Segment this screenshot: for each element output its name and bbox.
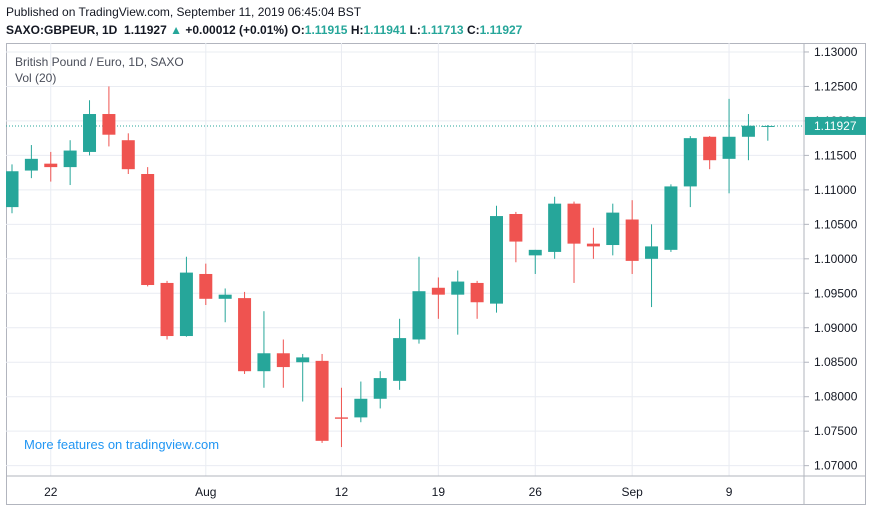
last-price-badge-label: 1.11927 xyxy=(814,119,857,133)
close-value: 1.11927 xyxy=(479,23,523,37)
candle-body-down[interactable] xyxy=(44,163,58,168)
price-tick-label: 1.08000 xyxy=(814,390,858,404)
high-label: H: xyxy=(350,23,364,37)
candle-body-up[interactable] xyxy=(63,150,77,168)
high-value: 1.11941 xyxy=(363,23,407,37)
time-tick-label: 12 xyxy=(335,485,349,499)
candle-body-up[interactable] xyxy=(393,338,407,381)
candle-body-up[interactable] xyxy=(451,281,465,295)
candle-body-down[interactable] xyxy=(625,219,639,261)
time-tick-label: Aug xyxy=(195,485,216,499)
candle-body-up[interactable] xyxy=(606,212,620,246)
candle-body-up[interactable] xyxy=(24,158,38,171)
ohlc-header: SAXO:GBPEUR, 1D 1.11927 ▲ +0.00012 (+0.0… xyxy=(6,23,522,37)
last-price-value: 1.11927 xyxy=(124,23,167,37)
candle-body-down[interactable] xyxy=(102,114,116,135)
time-tick-label: 19 xyxy=(432,485,446,499)
price-tick-label: 1.07500 xyxy=(814,424,858,438)
time-tick-label: Sep xyxy=(621,485,643,499)
candle-body-up[interactable] xyxy=(722,136,736,159)
candle-body-up[interactable] xyxy=(683,138,697,187)
candle-body-down[interactable] xyxy=(238,298,252,372)
candle-body-up[interactable] xyxy=(490,216,503,304)
time-tick-label: 26 xyxy=(529,485,543,499)
candle-body-down[interactable] xyxy=(121,140,135,170)
volume-legend: Vol (20) xyxy=(15,71,57,85)
price-tick-label: 1.13000 xyxy=(814,45,858,59)
candle-body-down[interactable] xyxy=(509,213,523,242)
candle-body-down[interactable] xyxy=(315,360,329,441)
candle-body-down[interactable] xyxy=(276,353,290,368)
candle-body-down[interactable] xyxy=(141,174,155,286)
candle-body-up[interactable] xyxy=(218,294,232,299)
low-label: L: xyxy=(409,23,421,37)
price-tick-label: 1.10000 xyxy=(814,252,858,266)
candle-body-up[interactable] xyxy=(354,398,368,418)
price-tick-label: 1.08500 xyxy=(814,355,858,369)
candle-body-up[interactable] xyxy=(548,203,562,252)
candle-body-up[interactable] xyxy=(257,353,271,372)
symbol-label: SAXO:GBPEUR, 1D xyxy=(6,23,118,37)
candle-body-down[interactable] xyxy=(431,287,445,295)
candle-body-up[interactable] xyxy=(6,171,19,208)
candle-body-up[interactable] xyxy=(373,378,387,399)
chart-legend-title: British Pound / Euro, 1D, SAXO xyxy=(15,55,184,69)
candlestick-chart[interactable]: 1.130001.125001.120001.115001.110001.105… xyxy=(6,43,866,505)
open-label: O: xyxy=(291,23,305,37)
chart-frame xyxy=(6,43,866,505)
candle-body-up[interactable] xyxy=(296,357,310,363)
price-tick-label: 1.07000 xyxy=(814,459,858,473)
candle-body-down[interactable] xyxy=(703,136,717,161)
low-value: 1.11713 xyxy=(420,23,464,37)
candle-body-down[interactable] xyxy=(567,203,581,244)
change-value: +0.00012 (+0.01%) xyxy=(185,23,289,37)
candle-body-up[interactable] xyxy=(645,246,659,259)
candle-body-down[interactable] xyxy=(160,282,174,337)
candle-body-up[interactable] xyxy=(83,114,97,152)
candle-body-up[interactable] xyxy=(528,249,542,256)
candle-body-down[interactable] xyxy=(199,273,213,299)
close-label: C: xyxy=(466,23,480,37)
candle-body-up[interactable] xyxy=(179,272,193,337)
published-line: Published on TradingView.com, September … xyxy=(6,5,362,19)
price-tick-label: 1.11500 xyxy=(814,148,857,162)
price-tick-label: 1.10500 xyxy=(814,217,858,231)
time-tick-label: 9 xyxy=(726,485,733,499)
open-value: 1.11915 xyxy=(304,23,348,37)
candle-body-up[interactable] xyxy=(412,291,426,340)
promo-link[interactable]: More features on tradingview.com xyxy=(24,437,220,452)
time-tick-label: 22 xyxy=(44,485,58,499)
price-tick-label: 1.11000 xyxy=(814,183,857,197)
candle-body-up[interactable] xyxy=(664,186,678,250)
candle-body-down[interactable] xyxy=(334,417,348,419)
candle-body-down[interactable] xyxy=(470,282,484,303)
candle-body-up[interactable] xyxy=(741,125,755,137)
price-tick-label: 1.09500 xyxy=(814,286,858,300)
up-arrow-icon: ▲ xyxy=(170,23,182,37)
price-tick-label: 1.12500 xyxy=(814,79,858,93)
candle-body-up[interactable] xyxy=(761,125,775,127)
candle-body-down[interactable] xyxy=(586,243,600,247)
price-tick-label: 1.09000 xyxy=(814,321,858,335)
last-price-badge xyxy=(805,116,866,135)
